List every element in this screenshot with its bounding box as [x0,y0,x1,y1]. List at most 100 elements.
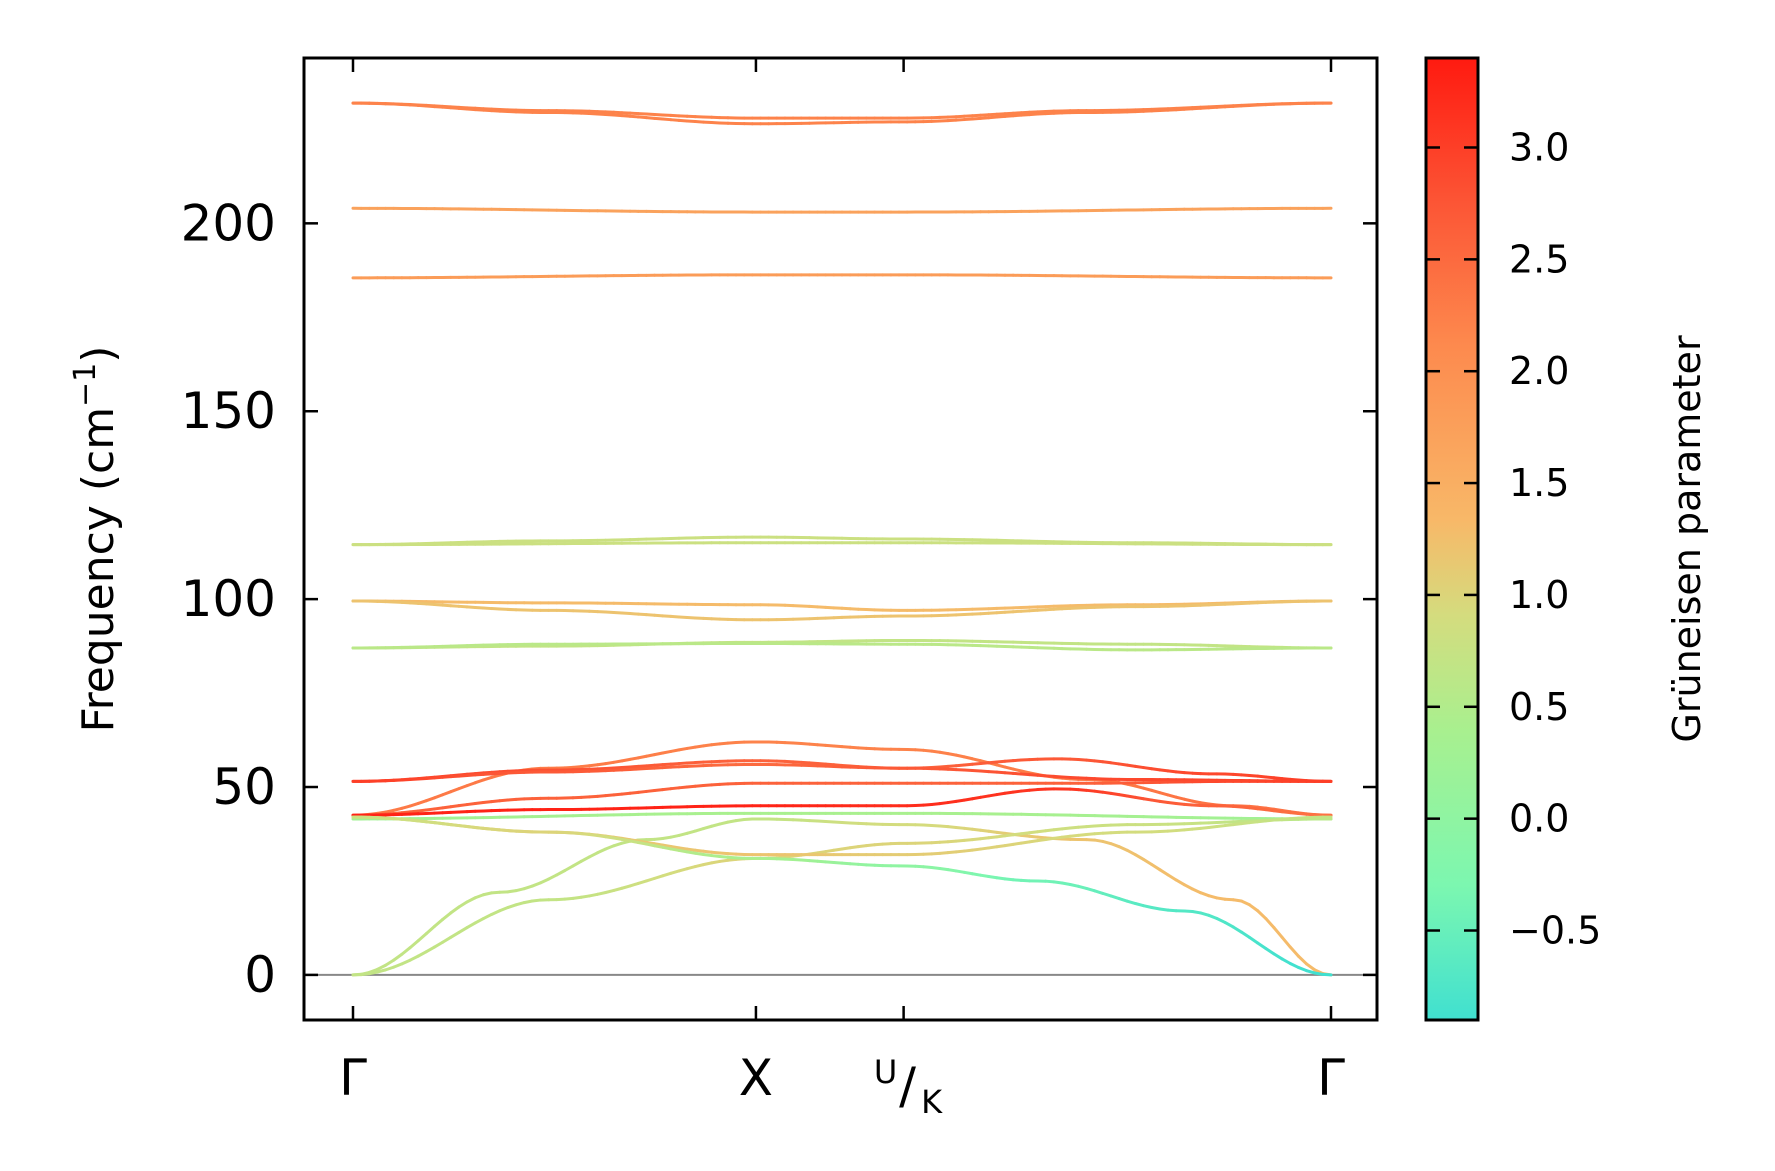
colorbar-tick-label: 1.5 [1509,461,1569,505]
band-2 [351,101,1333,126]
band-segment [416,932,428,943]
band-segment [1125,848,1137,857]
y-axis-title: Frequency (cm−1) [68,346,124,733]
band-segment [1305,962,1317,972]
band-17 [351,817,1333,977]
band-16 [351,811,1333,821]
band-segment [1166,873,1178,882]
x-axis-ticks [351,58,1333,1020]
x-tick-label: Γ [339,1049,367,1107]
band-segment [579,855,591,863]
band-segment [449,905,461,915]
band-segment [375,963,388,971]
band-segment [1231,925,1243,934]
y-tick-label: 200 [181,194,276,252]
plot-area: 0 50 100 150 200 Γ X U / K Γ Frequency (cm−1) [68,56,1379,1121]
y-axis-ticks: 0 50 100 150 200 [181,194,1377,1004]
band-segment [1248,935,1260,945]
band-segment [457,900,469,909]
colorbar-tick-label: −0.5 [1509,909,1601,953]
colorbar-tick-label: 0.0 [1509,797,1569,841]
band-segment [416,950,428,958]
band-segment [555,869,567,877]
colorbar-title: Grüneisen parameter [1665,335,1709,743]
band-segment [424,924,436,936]
band-segment [384,958,396,967]
band-segment [1133,853,1146,861]
band-segment [1288,945,1300,958]
colorbar-tick-label: 0.5 [1509,685,1569,729]
band-segment [547,873,559,881]
band-segment [1150,862,1162,872]
band-segment [1288,962,1300,969]
band-14 [351,779,1333,817]
band-segment [587,851,599,859]
band-3 [351,206,1333,214]
x-axis-labels: Γ X U / K Γ [339,1049,1345,1121]
band-segment [408,939,420,950]
phonon-bands [351,101,1333,977]
band-segment [392,952,404,962]
y-tick-label: 0 [244,946,276,1004]
y-tick-label: 50 [212,758,276,816]
colorbar-frame [1424,56,1480,1022]
band-segment [1174,878,1186,887]
colorbar: −0.5 0.0 0.5 1.0 1.5 2.0 2.5 3.0 Grüneisen para… [1424,56,1709,1022]
x-tick-label: Γ [1317,1049,1345,1107]
band-segment [1256,941,1268,951]
band-segment [1264,917,1276,930]
band-segment [457,926,469,934]
colorbar-tick-label: 2.5 [1509,237,1569,281]
band-segment [563,864,575,872]
band-segment [441,935,453,944]
band-10 [351,641,1333,652]
colorbar-tick-label: 2.0 [1509,349,1569,393]
band-6 [351,541,1333,547]
band-4 [351,273,1333,280]
band-segment [449,930,461,939]
band-segment [408,954,420,962]
band-8 [351,599,1333,622]
band-segment [1248,903,1260,913]
band-segment [1158,868,1170,877]
band-segment [1272,952,1284,961]
x-tick-label-split: U / K [874,1053,943,1121]
band-segment [1223,920,1235,929]
y-tick-label: 100 [181,570,276,628]
plot-frame [302,56,1379,1022]
band-segment [1182,883,1194,891]
band-segment [571,859,583,868]
band-segment [400,946,412,956]
band-segment [1264,947,1276,956]
band-segment [465,921,477,930]
band-segment [424,945,436,954]
colorbar-gradient [1426,58,1478,1020]
band-segment [1280,957,1292,965]
colorbar-ticks: −0.5 0.0 0.5 1.0 1.5 2.0 2.5 3.0 [1426,125,1601,953]
x-tick-label-slash: / [899,1057,916,1115]
band-segment [473,917,485,925]
band-15 [351,787,1333,817]
band-20 [351,815,1333,977]
band-12 [351,757,1333,783]
band-segment [1280,935,1292,949]
band-segment [1239,930,1251,939]
band-segment [433,917,445,928]
band-segment [441,911,453,921]
colorbar-tick-label: 1.0 [1509,573,1569,617]
band-segment [481,912,494,921]
band-segment [433,940,445,949]
band-segment [1215,917,1227,924]
y-tick-label: 150 [181,382,276,440]
band-segment [1272,926,1284,939]
colorbar-tick-label: 3.0 [1509,125,1569,169]
band-segment [1296,954,1309,966]
band-segment [1256,909,1268,921]
band-segment [1142,857,1154,866]
x-tick-label: X [739,1049,773,1107]
band-18 [351,817,1333,977]
x-tick-label-bottom: K [921,1083,943,1121]
x-tick-label-top: U [874,1053,897,1091]
band-segment [465,896,477,904]
